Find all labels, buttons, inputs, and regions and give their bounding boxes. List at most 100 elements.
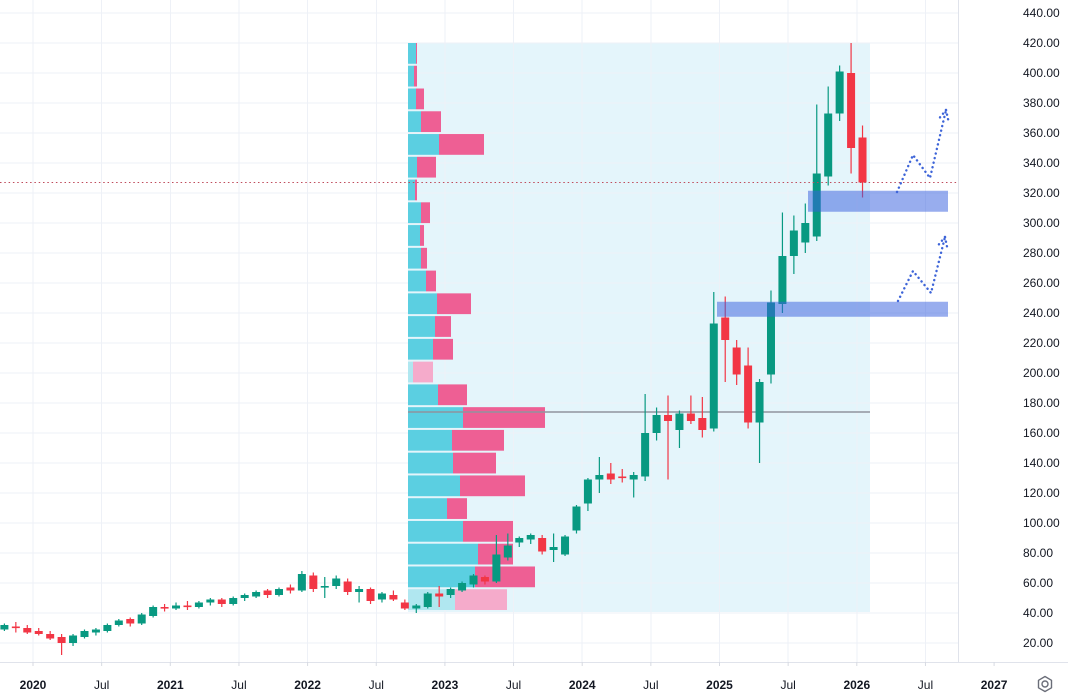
- candle-2025-12: [847, 43, 856, 174]
- profile-row-buy: [408, 316, 435, 337]
- profile-row-buy: [408, 543, 478, 565]
- jul-label: Jul: [94, 678, 109, 692]
- time-axis-pane[interactable]: [0, 662, 958, 698]
- price-label: 20.00: [1023, 636, 1053, 650]
- candle-body: [595, 475, 604, 480]
- price-label: 60.00: [1023, 576, 1053, 590]
- profile-row-buy: [408, 43, 416, 64]
- candle-2022-03: [332, 575, 341, 589]
- price-label: 280.00: [1023, 246, 1060, 260]
- candle-body: [755, 382, 764, 423]
- profile-row-buy: [408, 247, 421, 269]
- settings-icon[interactable]: [1037, 675, 1053, 693]
- candle-2026-01: [858, 125, 867, 198]
- candle-body: [206, 599, 215, 603]
- profile-row-sell: [439, 134, 484, 155]
- settings-hexagon: [1037, 675, 1053, 693]
- price-label: 380.00: [1023, 96, 1060, 110]
- candle-body: [847, 73, 856, 148]
- profile-row-buy: [408, 202, 421, 224]
- profile-row-sell: [420, 225, 424, 246]
- candle-body: [606, 473, 615, 480]
- candle-2024-01: [583, 478, 592, 511]
- year-label: 2026: [843, 678, 870, 692]
- price-label: 340.00: [1023, 156, 1060, 170]
- price-label: 220.00: [1023, 336, 1060, 350]
- candle-body: [229, 598, 238, 604]
- projection-arrow-lower[interactable]: [896, 235, 949, 303]
- candle-2021-11: [286, 584, 295, 594]
- profile-row-sell: [438, 384, 467, 406]
- candle-2024-05: [629, 472, 638, 498]
- candle-2023-02: [458, 581, 467, 592]
- candle-2022-04: [343, 578, 352, 595]
- candle-body: [664, 415, 673, 421]
- candle-2024-08: [664, 395, 673, 480]
- candle-2024-12: [709, 292, 718, 432]
- candle-2021-08: [252, 590, 261, 598]
- price-label: 100.00: [1023, 516, 1060, 530]
- profile-row-buy: [408, 566, 475, 588]
- candle-2020-06: [91, 628, 100, 636]
- jul-label: Jul: [369, 678, 384, 692]
- candle-body: [160, 607, 169, 609]
- candle-body: [149, 607, 158, 616]
- profile-row-sell: [463, 520, 513, 542]
- profile-row-sell: [455, 589, 507, 610]
- candle-2024-09: [675, 410, 684, 448]
- candle-2024-11: [698, 397, 707, 438]
- price-label: 80.00: [1023, 546, 1053, 560]
- price-label: 400.00: [1023, 66, 1060, 80]
- candle-2024-03: [606, 463, 615, 484]
- price-label: 240.00: [1023, 306, 1060, 320]
- candle-body: [0, 625, 9, 630]
- time-axis-labels[interactable]: 2020 Jul 2021 Jul 2022 Jul 2023 Jul 2024 Jul 2025 J…: [20, 662, 1008, 692]
- demand-zone-upper[interactable]: [808, 190, 948, 212]
- candle-body: [675, 413, 684, 430]
- profile-row-buy: [408, 134, 439, 155]
- profile-row-buy: [408, 338, 433, 360]
- price-label: 140.00: [1023, 456, 1060, 470]
- candle-2021-12: [297, 571, 306, 592]
- profile-row-buy: [408, 88, 416, 110]
- candle-body: [835, 71, 844, 114]
- candle-body: [698, 418, 707, 430]
- candle-2020-09: [126, 617, 135, 627]
- year-label: 2024: [569, 678, 596, 692]
- candle-body: [194, 602, 203, 607]
- candle-2019-11: [11, 622, 20, 633]
- profile-row-buy: [408, 520, 463, 542]
- candle-2022-07: [377, 592, 386, 603]
- candle-2022-08: [389, 590, 398, 601]
- price-axis-pane[interactable]: [958, 0, 1068, 698]
- jul-label: Jul: [506, 678, 521, 692]
- candle-2022-11: [423, 592, 432, 609]
- candle-body: [69, 635, 78, 643]
- candle-body: [309, 575, 318, 589]
- candle-body: [709, 323, 718, 429]
- price-axis-labels[interactable]: 20.00 40.00 60.00 80.00 100.00 120.00 140.00 16…: [1023, 6, 1060, 650]
- price-label: 40.00: [1023, 606, 1053, 620]
- candle-2020-03: [57, 634, 66, 655]
- profile-row-buy: [408, 361, 413, 383]
- jul-label: Jul: [918, 678, 933, 692]
- candle-body: [503, 545, 512, 558]
- projection-arrow-upper[interactable]: [895, 108, 951, 194]
- profile-row-sell: [421, 202, 430, 224]
- price-label: 440.00: [1023, 6, 1060, 20]
- candle-body: [652, 415, 661, 433]
- candle-2024-06: [641, 394, 650, 481]
- candle-2023-08: [526, 533, 535, 544]
- jul-label: Jul: [780, 678, 795, 692]
- profile-row-sell: [452, 429, 504, 451]
- price-label: 260.00: [1023, 276, 1060, 290]
- demand-zone-lower[interactable]: [717, 301, 948, 317]
- candle-body: [858, 137, 867, 183]
- candle-body: [400, 602, 409, 609]
- candle-2021-02: [183, 601, 192, 610]
- candle-body: [721, 317, 730, 340]
- year-label: 2020: [20, 678, 47, 692]
- profile-row-buy: [408, 293, 437, 315]
